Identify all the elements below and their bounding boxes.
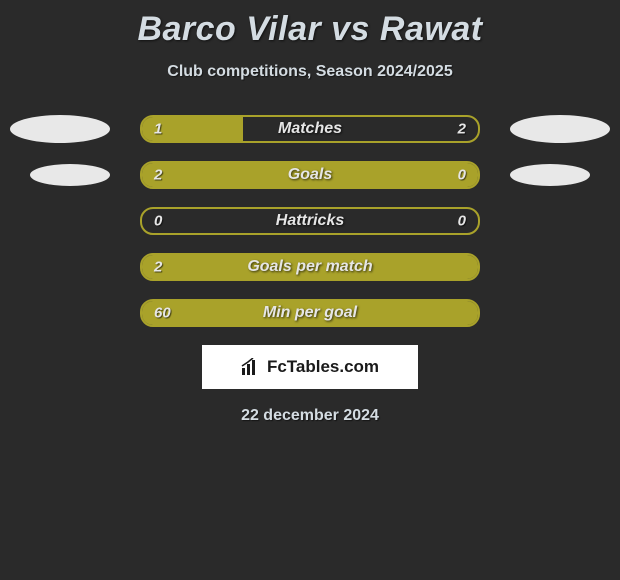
stat-row: 2 Goals per match (0, 253, 620, 281)
player-right-avatar-placeholder (510, 164, 590, 186)
stat-label: Hattricks (276, 212, 344, 230)
stat-bar: 1 Matches 2 (140, 115, 480, 143)
brand-name: FcTables.com (267, 357, 379, 377)
stat-value-left: 0 (154, 213, 162, 230)
stat-label: Goals per match (247, 258, 372, 276)
bar-left-fill (142, 163, 401, 187)
stat-value-right: 0 (458, 213, 466, 230)
player-left-avatar-placeholder (30, 164, 110, 186)
stat-label: Goals (288, 166, 332, 184)
date-label: 22 december 2024 (0, 407, 620, 425)
stat-value-left: 2 (154, 259, 162, 276)
player-right-avatar-placeholder (510, 115, 610, 143)
stat-value-left: 1 (154, 121, 162, 138)
player-left-avatar-placeholder (10, 115, 110, 143)
stat-bar: 2 Goals per match (140, 253, 480, 281)
comparison-chart: 1 Matches 2 2 Goals 0 0 Hattricks 0 (0, 115, 620, 327)
stat-row: 2 Goals 0 (0, 161, 620, 189)
stat-bar: 2 Goals 0 (140, 161, 480, 189)
brand-badge[interactable]: FcTables.com (202, 345, 418, 389)
stat-value-right: 2 (458, 121, 466, 138)
stat-bar: 0 Hattricks 0 (140, 207, 480, 235)
page-title: Barco Vilar vs Rawat (0, 0, 620, 49)
stat-row: 60 Min per goal (0, 299, 620, 327)
stat-label: Min per goal (263, 304, 357, 322)
stat-value-left: 2 (154, 167, 162, 184)
subtitle: Club competitions, Season 2024/2025 (0, 63, 620, 81)
bar-right-fill (401, 163, 478, 187)
stat-bar: 60 Min per goal (140, 299, 480, 327)
stat-row: 1 Matches 2 (0, 115, 620, 143)
stat-value-left: 60 (154, 305, 171, 322)
bar-chart-icon (241, 358, 263, 376)
stat-value-right: 0 (458, 167, 466, 184)
stat-row: 0 Hattricks 0 (0, 207, 620, 235)
stat-label: Matches (278, 120, 342, 138)
